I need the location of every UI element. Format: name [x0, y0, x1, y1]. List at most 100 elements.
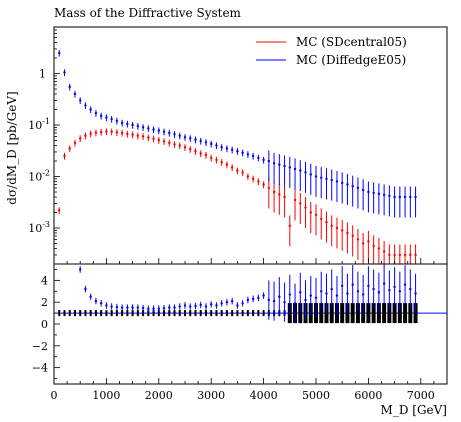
- series-1-point-50: [320, 176, 323, 179]
- series-0-point-37: [251, 177, 255, 181]
- y-tick-label-ratio-3: −2: [32, 340, 48, 353]
- series-1-point-64: [393, 195, 396, 199]
- ratio-point-12: [120, 306, 124, 309]
- series-1-point-5: [84, 104, 87, 107]
- series-0-point-7: [94, 131, 98, 134]
- series-0-point-46: [299, 202, 302, 205]
- ratio-point-25: [189, 305, 192, 308]
- series-1-point-1: [63, 71, 66, 74]
- ratio-point-14: [131, 306, 134, 309]
- series-0-point-27: [199, 152, 202, 155]
- series-1-point-16: [141, 126, 145, 129]
- ratio-point-33: [230, 299, 234, 303]
- ratio-point-7: [94, 299, 98, 303]
- ratio-point-61: [377, 291, 381, 294]
- series-1-point-40: [267, 159, 271, 163]
- ratio-point-36: [246, 298, 250, 302]
- series-0-point-22: [173, 143, 176, 146]
- series-0-point-65: [398, 253, 402, 257]
- series-1-point-13: [126, 122, 129, 126]
- series-1-point-45: [293, 167, 297, 171]
- series-0-point-44: [288, 224, 291, 228]
- ratio-point-16: [141, 306, 145, 310]
- series-0-point-14: [131, 133, 134, 136]
- series-1-point-54: [341, 181, 344, 185]
- series-0-point-43: [283, 195, 286, 199]
- series-1-point-22: [173, 133, 176, 136]
- ratio-point-24: [183, 304, 187, 307]
- series-1-point-36: [246, 153, 250, 156]
- series-0-point-47: [304, 206, 307, 209]
- x-tick-label-5: 5000: [302, 389, 330, 402]
- series-0-point-18: [152, 137, 155, 140]
- ratio-point-63: [388, 288, 391, 292]
- series-1-point-49: [314, 175, 318, 178]
- y-tick-label-main-3: 10-3: [28, 220, 50, 235]
- series-1-point-25: [189, 137, 192, 140]
- series-0-point-31: [220, 160, 223, 164]
- series-1-point-12: [120, 121, 124, 125]
- series-1-point-46: [299, 169, 302, 172]
- series-1-point-42: [278, 163, 281, 166]
- ratio-point-10: [110, 305, 113, 308]
- series-1-point-53: [335, 180, 339, 183]
- series-0-point-0: [58, 209, 61, 212]
- y-axis-label: dσ/dM_D [pb/GeV]: [5, 91, 19, 204]
- series-1-point-59: [367, 190, 370, 194]
- series-1-point-10: [110, 117, 113, 121]
- series-0-point-6: [89, 132, 92, 135]
- ratio-ticks: 4 2 0 −2 −4: [32, 269, 60, 379]
- series-0-point-36: [246, 175, 250, 178]
- series-0-point-4: [79, 137, 82, 140]
- series-0-point-1: [63, 154, 66, 158]
- series-1-point-52: [330, 178, 333, 182]
- series-0-point-59: [367, 240, 370, 243]
- series-1-point-26: [194, 138, 197, 141]
- ratio-point-64: [393, 285, 396, 289]
- series-1-point-65: [398, 195, 402, 199]
- series-0-point-32: [225, 163, 229, 166]
- series-0-point-34: [236, 169, 239, 172]
- series-1-point-33: [230, 148, 234, 152]
- series-0-point-12: [120, 131, 124, 135]
- x-tick-label-6: 6000: [354, 389, 382, 402]
- series-1-point-24: [183, 135, 187, 139]
- ratio-series: [54, 264, 447, 324]
- series-0-point-67: [409, 253, 412, 257]
- ratio-point-15: [136, 306, 140, 309]
- main-series: [58, 49, 417, 264]
- ratio-point-46: [299, 291, 302, 294]
- series-1-point-57: [356, 186, 360, 190]
- ratio-point-22: [173, 306, 176, 309]
- ratio-point-13: [126, 306, 129, 309]
- legend-label-series-1: MC (DiffedgeE05): [296, 53, 406, 67]
- series-0-point-11: [115, 131, 119, 134]
- series-1-point-6: [89, 108, 92, 111]
- series-0-point-30: [215, 158, 218, 162]
- series-0-point-23: [178, 144, 181, 147]
- series-0-point-45: [293, 198, 297, 202]
- ratio-point-56: [351, 283, 354, 286]
- x-tick-label-4: 4000: [250, 389, 278, 402]
- ratio-point-30: [215, 304, 218, 307]
- series-0-point-55: [346, 231, 349, 235]
- series-1-point-18: [152, 128, 155, 131]
- series-0-point-16: [141, 135, 145, 138]
- series-1-point-27: [199, 139, 202, 143]
- x-tick-label-7: 7000: [407, 389, 435, 402]
- ratio-point-37: [251, 297, 255, 301]
- series-0-point-58: [361, 242, 365, 245]
- ratio-point-28: [204, 305, 208, 308]
- ratio-point-51: [325, 292, 328, 295]
- x-axis-label: M_D [GeV]: [381, 403, 447, 417]
- series-1-point-32: [225, 147, 229, 150]
- series-1-point-38: [257, 156, 260, 160]
- series-0-point-68: [414, 253, 417, 257]
- series-1-point-47: [304, 171, 307, 174]
- series-0-point-35: [241, 171, 244, 174]
- series-1-point-56: [351, 184, 354, 188]
- ratio-point-29: [210, 303, 213, 306]
- series-1-point-9: [105, 116, 108, 119]
- legend-label-series-0: MC (SDcentral05): [296, 35, 407, 49]
